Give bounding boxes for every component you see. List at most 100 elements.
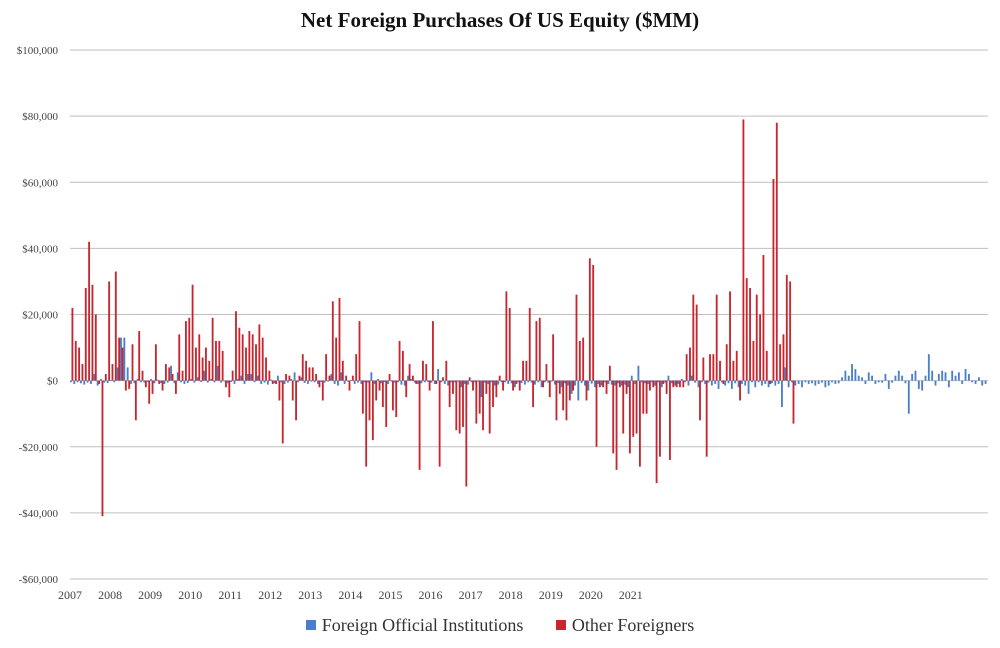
bar-other <box>335 337 338 381</box>
bar-other <box>695 304 698 381</box>
bar-official <box>887 380 890 389</box>
bar-official <box>914 370 917 381</box>
bar-official <box>143 380 146 383</box>
legend-item-other: Other Foreigners <box>555 615 694 636</box>
bar-other <box>742 119 745 381</box>
bar-other <box>395 380 398 417</box>
bar-other <box>562 380 565 411</box>
bar-official <box>590 380 593 384</box>
bar-official <box>90 380 92 384</box>
bar-other <box>371 380 374 441</box>
bar-official <box>821 380 823 383</box>
bar-other <box>565 380 568 421</box>
bar-other <box>782 334 785 381</box>
bar-official <box>867 372 870 381</box>
bar-other <box>401 350 404 381</box>
bar-official <box>787 380 790 388</box>
bars <box>70 119 987 517</box>
bar-official <box>841 377 843 381</box>
bar-official <box>544 380 546 383</box>
bar-official <box>136 378 139 381</box>
x-tick-label: 2015 <box>379 588 403 602</box>
bar-official <box>253 380 256 383</box>
bar-other <box>118 337 121 381</box>
bar-other <box>368 380 371 421</box>
bar-other <box>732 360 735 381</box>
bar-official <box>791 380 793 383</box>
bar-official <box>507 380 510 384</box>
bar-other <box>161 380 164 391</box>
bar-other <box>598 380 601 388</box>
bar-other <box>101 380 104 517</box>
bar-official <box>353 380 356 384</box>
bar-official <box>754 380 757 388</box>
bar-other <box>635 380 638 434</box>
bar-official <box>931 370 934 381</box>
bar-other <box>699 380 701 421</box>
bar-other <box>134 380 137 421</box>
bar-other <box>575 294 578 381</box>
bar-official <box>80 380 82 384</box>
bar-official <box>734 380 737 384</box>
bar-official <box>924 375 927 381</box>
bar-official <box>584 380 586 386</box>
bar-official <box>140 380 142 383</box>
bar-official <box>203 370 206 381</box>
bar-other <box>615 380 618 470</box>
bar-official <box>680 378 683 381</box>
bar-official <box>657 380 660 383</box>
bar-other <box>432 321 434 381</box>
bar-official <box>827 380 830 386</box>
bar-other <box>288 375 291 381</box>
bar-official <box>961 380 964 384</box>
bar-other <box>478 380 481 414</box>
bar-official <box>196 377 199 381</box>
bar-other <box>608 365 611 381</box>
bar-official <box>76 380 79 383</box>
x-tick-label: 2012 <box>258 588 282 602</box>
bar-official <box>470 380 473 383</box>
bar-other <box>425 364 428 381</box>
bar-official <box>774 380 777 386</box>
bar-other <box>735 350 738 381</box>
bar-other <box>662 380 665 384</box>
bar-official <box>587 380 590 391</box>
bar-other <box>338 297 341 381</box>
bar-official <box>347 380 349 382</box>
y-tick-label: $20,000 <box>22 310 58 322</box>
bar-other <box>649 380 651 391</box>
bar-official <box>710 380 713 386</box>
bar-other <box>488 380 491 434</box>
bar-other <box>602 380 605 388</box>
bar-official <box>667 375 670 381</box>
bar-official <box>387 380 389 384</box>
bar-official <box>604 380 606 383</box>
bar-official <box>744 380 747 386</box>
bar-other <box>682 380 685 388</box>
bar-official <box>120 337 122 381</box>
bar-other <box>121 347 124 381</box>
bar-other <box>148 380 151 404</box>
bar-official <box>934 380 937 386</box>
bar-official <box>437 369 440 381</box>
bar-official <box>764 380 767 384</box>
bar-official <box>103 380 106 383</box>
bar-official <box>684 380 687 383</box>
bar-official <box>620 380 623 386</box>
bar-other <box>291 380 294 401</box>
bar-official <box>420 380 423 384</box>
bar-official <box>724 380 727 386</box>
bar-other <box>301 354 304 381</box>
bar-official <box>213 380 216 383</box>
bar-official <box>891 380 894 383</box>
legend-label-official: Foreign Official Institutions <box>321 614 524 635</box>
bar-other <box>548 380 551 398</box>
bar-other <box>378 380 381 391</box>
bar-other <box>605 380 608 394</box>
bar-other <box>645 380 648 414</box>
bar-other <box>84 288 87 381</box>
bar-official <box>977 377 980 381</box>
bar-official <box>96 380 99 386</box>
bar-other <box>408 364 411 381</box>
bar-official <box>233 380 236 384</box>
